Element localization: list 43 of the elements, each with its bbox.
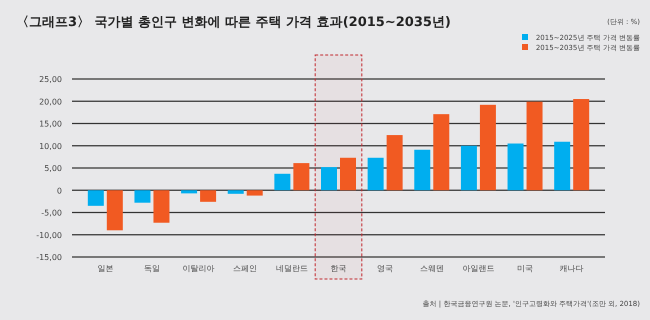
bar <box>433 114 450 190</box>
x-tick-label: 독일 <box>144 264 160 273</box>
bar <box>414 150 430 190</box>
bar <box>274 174 290 190</box>
bar <box>554 142 570 190</box>
x-tick-label: 이탈리아 <box>182 264 215 273</box>
bar <box>460 146 477 190</box>
y-tick-label: 25,00 <box>39 75 62 84</box>
bar <box>368 158 384 190</box>
y-tick-label: 10,00 <box>39 142 62 151</box>
bar <box>573 99 590 190</box>
bar <box>340 158 356 190</box>
y-tick-label: 5,00 <box>44 164 62 173</box>
bar <box>106 190 123 230</box>
x-tick-label: 일본 <box>97 264 114 273</box>
bar <box>386 135 403 190</box>
y-tick-label: -15,00 <box>36 253 62 262</box>
bar <box>526 102 543 190</box>
bar <box>321 167 337 190</box>
x-tick-label: 영국 <box>377 264 394 273</box>
y-tick-label: -10,00 <box>36 230 62 240</box>
x-tick-label: 아일랜드 <box>462 264 494 273</box>
x-tick-label: 캐나다 <box>560 264 584 273</box>
bar <box>508 144 524 190</box>
x-tick-label: 미국 <box>517 264 534 273</box>
bar <box>134 190 150 203</box>
y-tick-label: 15,00 <box>39 120 62 128</box>
bar <box>228 190 244 194</box>
x-tick-label: 한국 <box>330 264 346 273</box>
x-tick-label: 네덜란드 <box>276 264 308 273</box>
x-tick-label: 스페인 <box>233 264 258 273</box>
bar <box>153 190 170 223</box>
bar <box>293 163 310 190</box>
x-tick-label: 스웨덴 <box>420 264 444 273</box>
y-tick-label: -5,00 <box>41 208 62 218</box>
bar <box>181 190 198 194</box>
bar <box>88 190 104 206</box>
chart-title: 〈그래프3〉 국가별 총인구 변화에 따른 주택 가격 효과(2015~2035년) <box>16 15 451 30</box>
y-tick-label: 20,00 <box>39 97 62 106</box>
y-tick-label: 0 <box>56 186 62 196</box>
bar <box>200 190 216 202</box>
bar <box>246 190 263 196</box>
bar <box>480 104 496 190</box>
